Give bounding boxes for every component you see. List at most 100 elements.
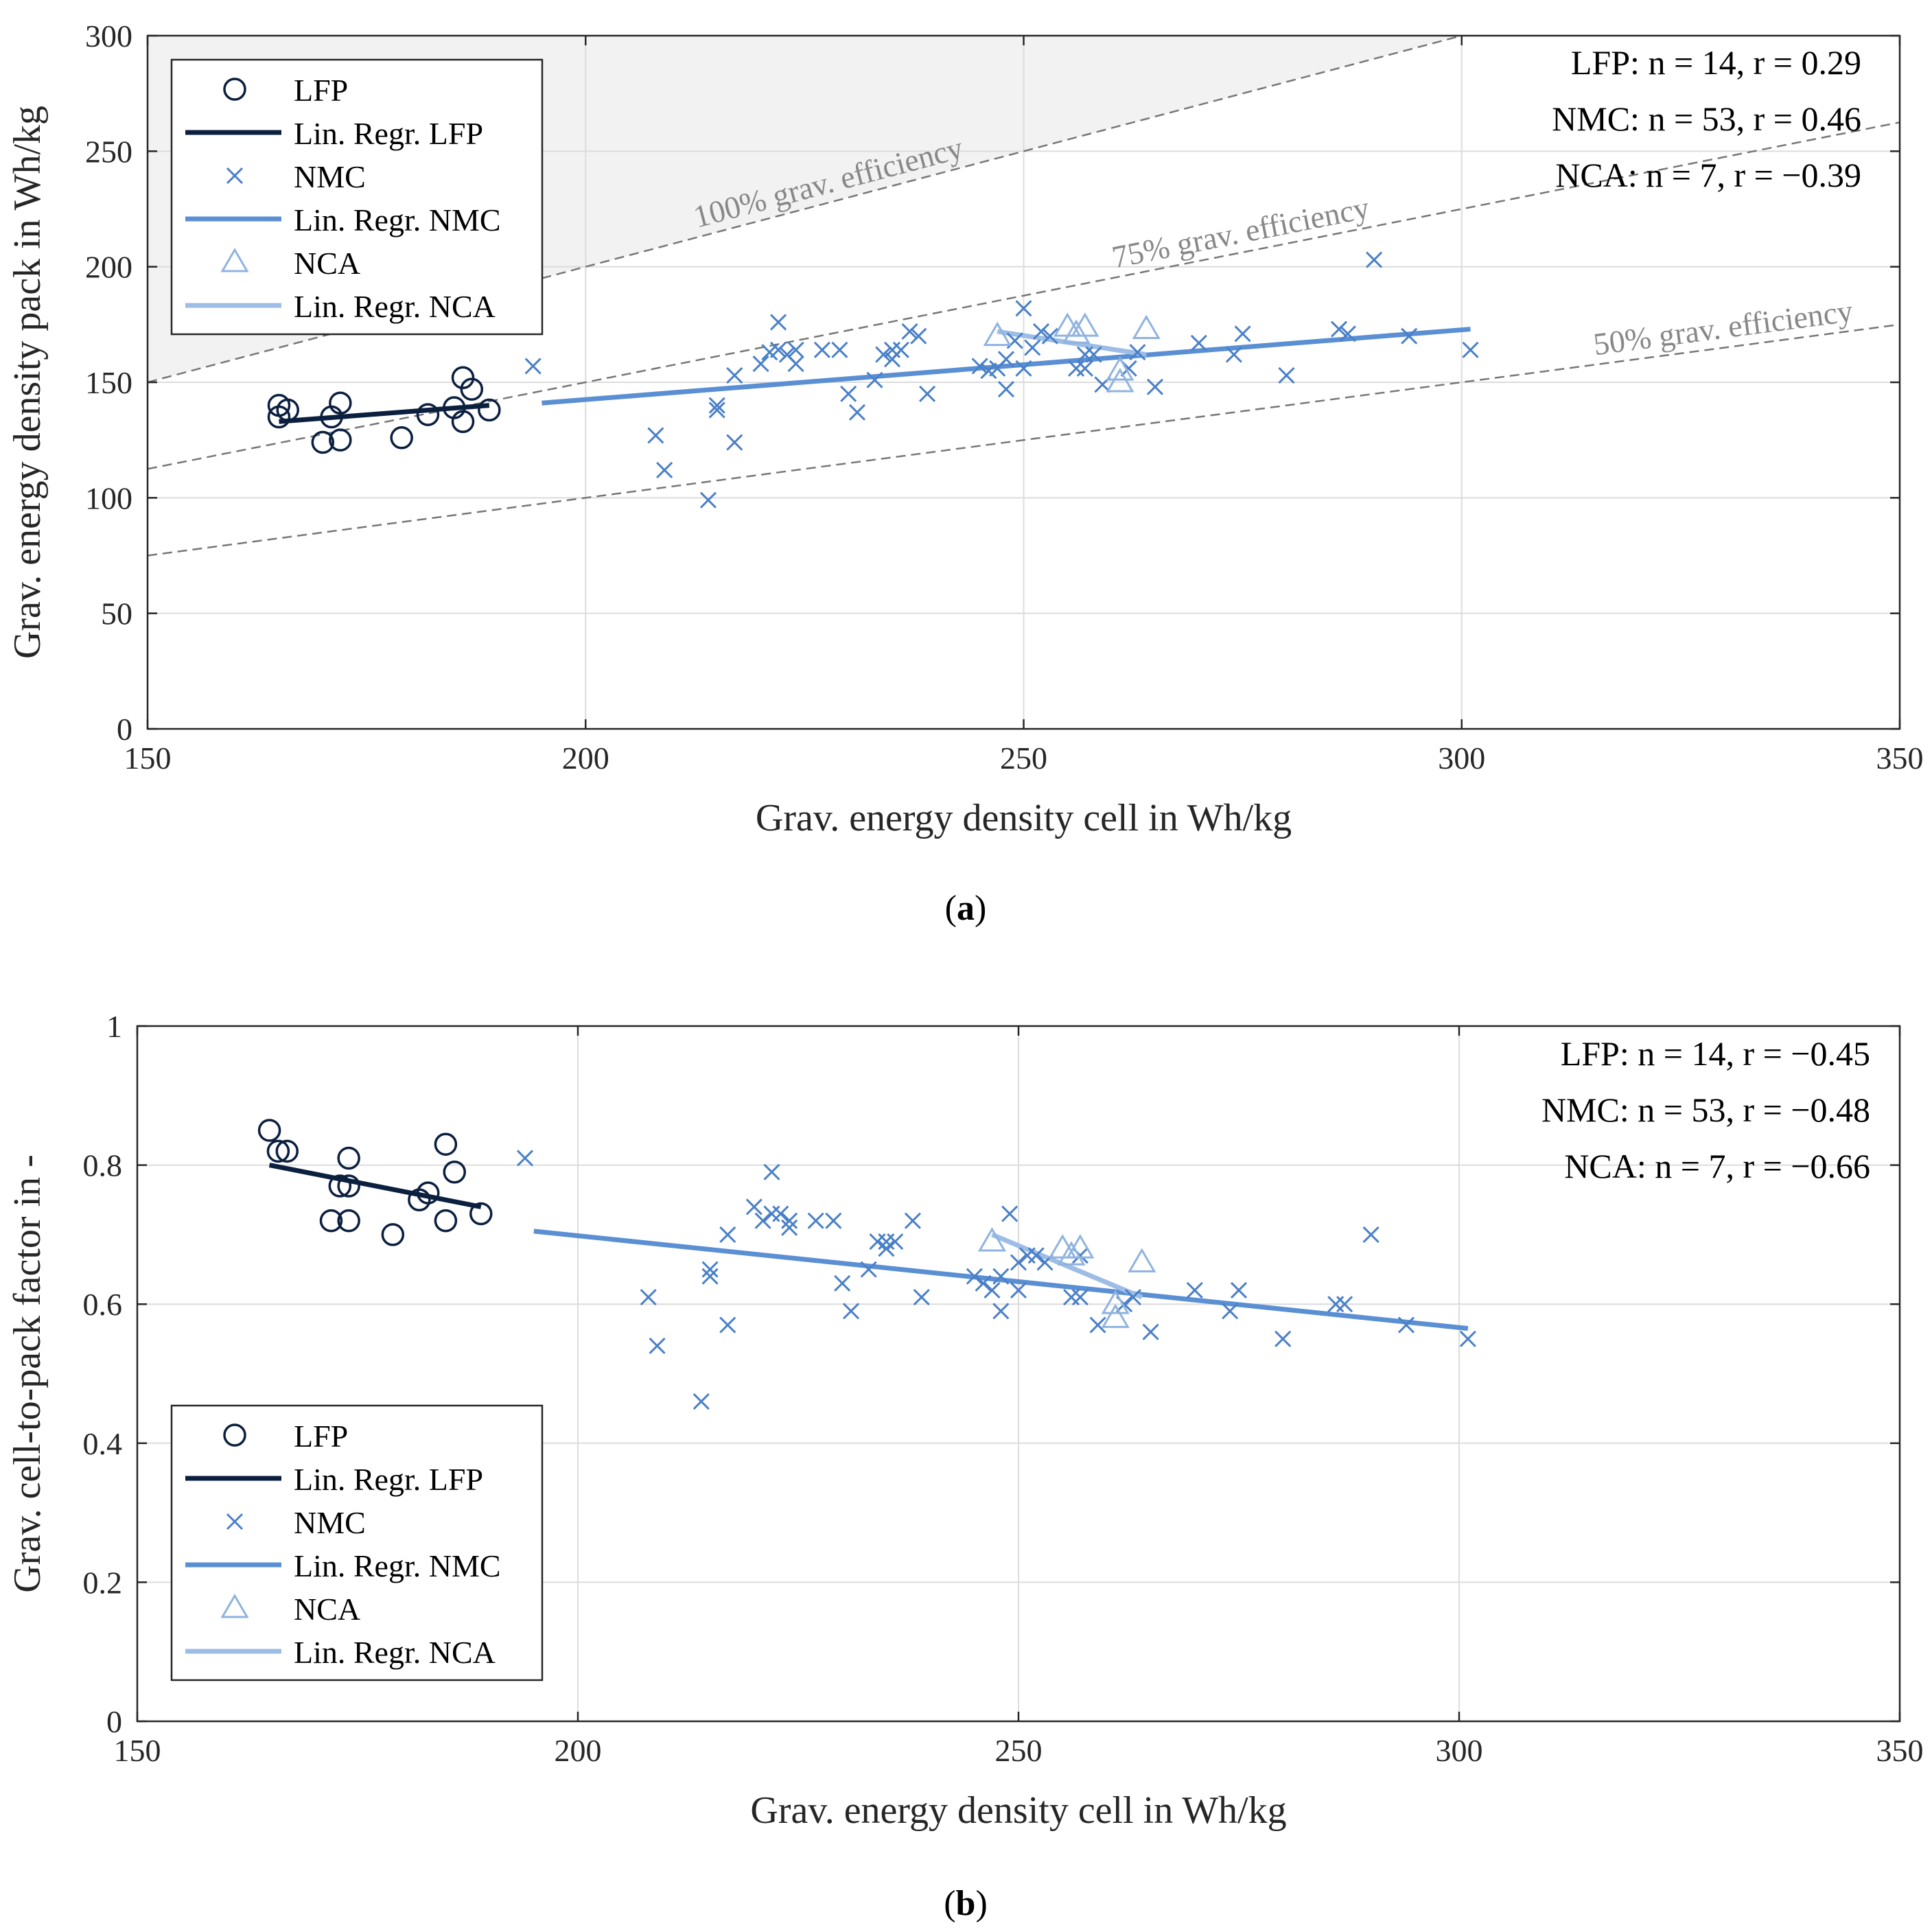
data-point-nmc	[842, 1303, 860, 1320]
panel-label-b-letter: b	[956, 1884, 976, 1923]
x-tick-label: 350	[1876, 741, 1924, 776]
data-point-nmc	[875, 346, 892, 363]
data-point-nmc	[904, 1212, 921, 1229]
panel-label-a: (a)	[945, 889, 987, 928]
data-point-nmc	[754, 1212, 771, 1229]
legend-label: Lin. Regr. NCA	[294, 1635, 496, 1670]
data-point-nca	[1106, 368, 1134, 393]
data-point-nca	[1101, 1303, 1130, 1328]
data-point-nca	[1062, 319, 1091, 344]
data-point-nmc	[1071, 1289, 1089, 1306]
data-point-nmc	[1015, 300, 1032, 317]
data-point-nmc	[1225, 346, 1242, 363]
data-point-nmc	[701, 1261, 719, 1278]
data-point-nmc	[1089, 1316, 1106, 1334]
data-point-nmc	[1129, 344, 1146, 361]
data-point-nmc	[1142, 1323, 1159, 1340]
data-point-nmc	[1076, 360, 1093, 377]
stat-annotation: LFP: n = 14, r = 0.29	[1571, 43, 1861, 82]
x-tick-label: 350	[1876, 1733, 1924, 1768]
data-point-nmc	[1278, 366, 1295, 384]
data-point-nmc	[1222, 1303, 1239, 1320]
legend: LFP Lin. Regr. LFP NMC Lin. Regr. NMC NCA Lin…	[170, 1404, 544, 1681]
x-axis-label: Grav. energy density cell in Wh/kg	[756, 797, 1292, 839]
data-point-nca	[1128, 1248, 1156, 1272]
x-tick-label: 250	[995, 1733, 1043, 1768]
data-point-lfp	[451, 410, 475, 433]
stat-annotation: NCA: n = 7, r = −0.66	[1564, 1147, 1870, 1185]
legend-item: NMC	[226, 1505, 366, 1540]
data-point-nca	[1132, 314, 1161, 340]
data-point-nmc	[726, 434, 743, 451]
legend-item: Lin. Regr. NCA	[185, 1635, 496, 1670]
legend-item: NCA	[220, 1592, 360, 1627]
data-point-nmc	[1024, 339, 1041, 356]
data-point-lfp	[337, 1146, 360, 1170]
legend-label: NCA	[294, 1592, 360, 1627]
data-point-lfp	[276, 398, 299, 422]
data-point-lfp	[381, 1223, 405, 1246]
y-axis-label: Grav. cell-to-pack factor in -	[6, 1154, 49, 1592]
data-point-nmc	[1459, 1330, 1476, 1347]
x-axis-label: Grav. energy density cell in Wh/kg	[750, 1789, 1286, 1832]
stat-annotation: NCA: n = 7, r = −0.39	[1555, 156, 1861, 194]
y-tick-label: 250	[85, 134, 132, 169]
data-point-nmc	[813, 341, 830, 358]
efficiency-line	[148, 323, 1900, 557]
data-point-nmc	[647, 427, 664, 444]
data-point-nmc	[752, 356, 769, 373]
data-point-nmc	[701, 1268, 719, 1285]
x-tick-label: 300	[1438, 741, 1485, 776]
data-point-nmc	[656, 461, 673, 478]
data-point-nmc	[910, 327, 927, 345]
data-point-nmc	[1339, 325, 1356, 342]
regression-line-linregrnca	[991, 1232, 1143, 1300]
legend-label: Lin. Regr. LFP	[294, 1462, 483, 1497]
data-point-nmc	[1146, 378, 1164, 395]
data-point-lfp	[329, 428, 352, 452]
data-point-nmc	[892, 341, 909, 358]
data-point-nmc	[1330, 321, 1348, 338]
y-tick-label: 0.2	[83, 1565, 123, 1600]
data-point-nmc	[770, 341, 787, 358]
data-point-nmc	[745, 1198, 763, 1215]
data-point-nmc	[787, 341, 804, 358]
data-point-nmc	[699, 491, 717, 509]
legend-item: NMC	[226, 159, 366, 194]
data-point-nmc	[1010, 1254, 1027, 1271]
y-tick-label: 50	[101, 596, 132, 631]
legend: LFP Lin. Regr. LFP NMC Lin. Regr. NMC NCA Lin…	[170, 58, 544, 336]
chart-b: 150 200 250 300 350 0 0.2 0.4 0.6 0.8 1 Grav. energ…	[6, 1009, 1924, 1832]
y-tick-label: 0	[106, 1704, 122, 1739]
data-point-nmc	[901, 323, 918, 340]
regression-line-linregrnmc	[542, 327, 1471, 406]
legend-label: NMC	[294, 1505, 366, 1540]
data-point-lfp	[390, 426, 413, 450]
data-point-lfp	[275, 1139, 299, 1163]
x-tick-label: 150	[114, 1733, 161, 1768]
x-tick-label: 250	[1000, 741, 1047, 776]
legend-label: LFP	[294, 73, 348, 108]
legend-label: NCA	[294, 246, 360, 281]
data-point-nmc	[1362, 1226, 1380, 1243]
data-point-nmc	[1001, 1205, 1019, 1222]
y-tick-label: 0.4	[83, 1426, 123, 1461]
legend-marker-swatch	[223, 78, 246, 101]
stat-annotation: NMC: n = 53, r = 0.46	[1552, 100, 1861, 138]
y-tick-label: 0	[117, 712, 132, 747]
data-point-nmc	[1462, 341, 1479, 358]
data-point-nmc	[772, 1205, 789, 1222]
data-point-lfp	[337, 1209, 360, 1233]
legend-label: Lin. Regr. LFP	[294, 116, 483, 151]
data-point-lfp	[328, 1174, 352, 1198]
data-point-nmc	[992, 1268, 1010, 1285]
data-point-nmc	[971, 358, 988, 375]
data-point-nmc	[878, 1240, 895, 1257]
data-point-lfp	[311, 430, 335, 454]
data-point-nmc	[834, 1275, 851, 1292]
regression-line-linregrlfp	[268, 1163, 482, 1209]
data-point-nca	[977, 1227, 1007, 1252]
data-point-nmc	[1124, 1289, 1141, 1306]
legend-item: Lin. Regr. LFP	[185, 1462, 483, 1497]
